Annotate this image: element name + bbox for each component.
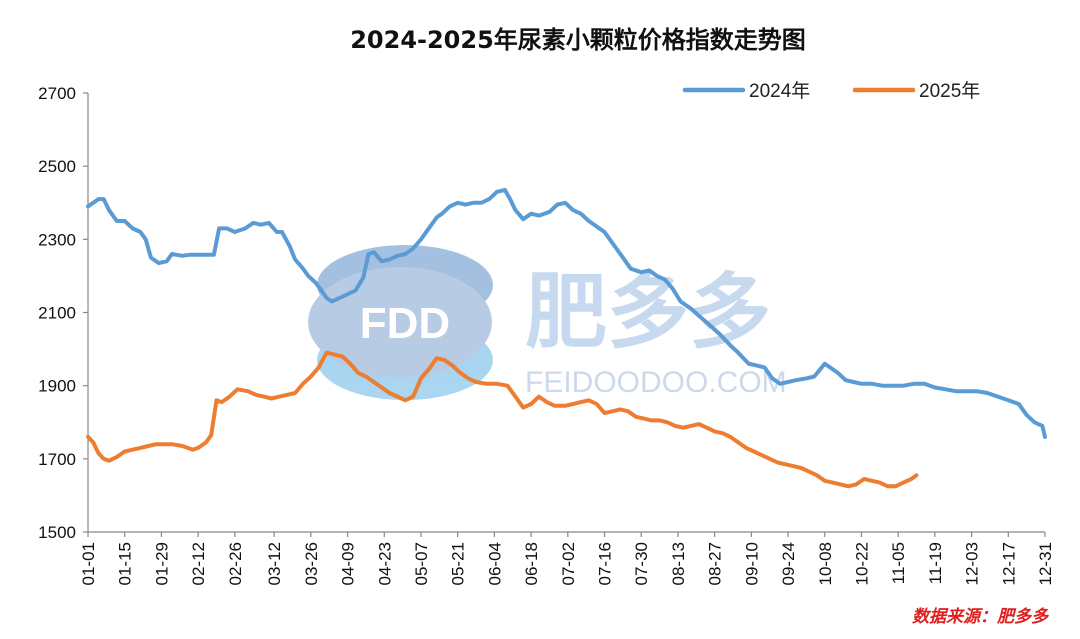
x-tick-label: 06-18 bbox=[522, 542, 541, 585]
watermark-name: 肥多多 bbox=[525, 265, 771, 360]
x-tick-label: 05-21 bbox=[449, 542, 468, 585]
x-tick-label: 03-26 bbox=[302, 542, 321, 585]
x-tick-label: 08-13 bbox=[669, 542, 688, 585]
x-tick-label: 06-04 bbox=[485, 542, 504, 585]
legend-label-1: 2024年 bbox=[749, 80, 810, 102]
x-tick-label: 02-26 bbox=[226, 542, 245, 585]
x-tick-label: 09-10 bbox=[742, 542, 761, 585]
legend: 2024年 2025年 bbox=[682, 80, 980, 102]
x-tick-label: 09-24 bbox=[779, 542, 798, 585]
x-tick-label: 04-09 bbox=[339, 542, 358, 585]
x-tick-label: 05-07 bbox=[412, 542, 431, 585]
watermark-domain: FEIDOODOO.COM bbox=[525, 366, 787, 399]
x-tick-label: 11-19 bbox=[926, 542, 945, 584]
x-tick-label: 10-22 bbox=[852, 542, 871, 585]
x-tick-label: 01-29 bbox=[152, 542, 171, 585]
x-tick-label: 07-16 bbox=[596, 542, 615, 585]
x-tick-label: 12-03 bbox=[963, 542, 982, 585]
x-tick-label: 11-05 bbox=[889, 542, 908, 584]
x-tick-label: 10-08 bbox=[816, 542, 835, 585]
x-tick-label: 07-30 bbox=[632, 542, 651, 585]
series-line-2 bbox=[86, 350, 919, 489]
x-tick-label: 01-15 bbox=[116, 542, 135, 585]
x-tick-label: 01-01 bbox=[79, 542, 98, 585]
y-tick-label: 2700 bbox=[38, 84, 76, 103]
x-tick-label: 04-23 bbox=[375, 542, 394, 585]
y-tick-label: 1700 bbox=[38, 450, 76, 469]
y-tick-label: 2100 bbox=[38, 304, 76, 323]
x-tick-label: 12-31 bbox=[1036, 542, 1055, 585]
legend-label-2: 2025年 bbox=[919, 80, 980, 102]
series-line-1 bbox=[86, 187, 1047, 439]
y-tick-label: 2500 bbox=[38, 157, 76, 176]
chart-title: 2024-2025年尿素小颗粒价格指数走势图 bbox=[350, 26, 806, 54]
watermark-logo-text: FDD bbox=[360, 299, 450, 348]
series-layer bbox=[86, 187, 1047, 489]
fdd-logo-icon: FDD bbox=[308, 245, 493, 400]
x-tick-label: 03-12 bbox=[265, 542, 284, 585]
y-tick-label: 1500 bbox=[38, 523, 76, 542]
x-tick-label: 08-27 bbox=[706, 542, 725, 585]
x-tick-label: 02-12 bbox=[189, 542, 208, 585]
x-tick-label: 07-02 bbox=[559, 542, 578, 585]
x-tick-label: 12-17 bbox=[999, 542, 1018, 585]
source-note: 数据来源：肥多多 bbox=[912, 607, 1050, 627]
watermark: FDD 肥多多 FEIDOODOO.COM bbox=[308, 245, 787, 400]
y-tick-label: 1900 bbox=[38, 377, 76, 396]
axes: 1500 1700 1900 2100 2300 2500 2700 01-01 01-15 01… bbox=[38, 84, 1055, 585]
y-tick-label: 2300 bbox=[38, 230, 76, 249]
